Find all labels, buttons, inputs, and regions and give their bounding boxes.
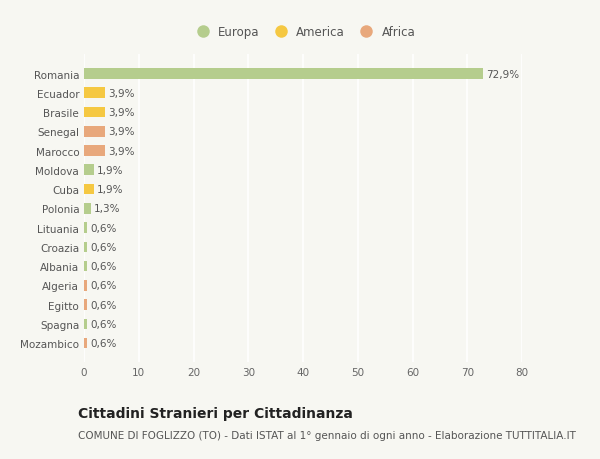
Text: 0,6%: 0,6% — [90, 262, 116, 271]
Text: 0,6%: 0,6% — [90, 242, 116, 252]
Text: 3,9%: 3,9% — [108, 89, 134, 99]
Bar — [84, 319, 87, 330]
Text: 0,6%: 0,6% — [90, 319, 116, 329]
Text: 3,9%: 3,9% — [108, 108, 134, 118]
Bar — [84, 127, 106, 137]
Bar — [84, 280, 87, 291]
Text: 1,9%: 1,9% — [97, 165, 124, 175]
Bar — [84, 338, 87, 349]
Bar — [84, 69, 483, 79]
Bar — [84, 242, 87, 252]
Legend: Europa, America, Africa: Europa, America, Africa — [186, 21, 420, 44]
Bar — [84, 146, 106, 157]
Bar — [84, 261, 87, 272]
Bar — [84, 223, 87, 233]
Text: 0,6%: 0,6% — [90, 281, 116, 291]
Bar — [84, 203, 91, 214]
Text: 3,9%: 3,9% — [108, 146, 134, 156]
Bar — [84, 300, 87, 310]
Text: 0,6%: 0,6% — [90, 300, 116, 310]
Bar — [84, 88, 106, 99]
Text: 72,9%: 72,9% — [486, 69, 519, 79]
Bar — [84, 165, 94, 176]
Bar — [84, 107, 106, 118]
Text: 0,6%: 0,6% — [90, 223, 116, 233]
Text: Cittadini Stranieri per Cittadinanza: Cittadini Stranieri per Cittadinanza — [78, 406, 353, 420]
Text: 0,6%: 0,6% — [90, 338, 116, 348]
Text: 1,9%: 1,9% — [97, 185, 124, 195]
Text: COMUNE DI FOGLIZZO (TO) - Dati ISTAT al 1° gennaio di ogni anno - Elaborazione T: COMUNE DI FOGLIZZO (TO) - Dati ISTAT al … — [78, 431, 576, 441]
Text: 3,9%: 3,9% — [108, 127, 134, 137]
Bar — [84, 185, 94, 195]
Text: 1,3%: 1,3% — [94, 204, 121, 214]
